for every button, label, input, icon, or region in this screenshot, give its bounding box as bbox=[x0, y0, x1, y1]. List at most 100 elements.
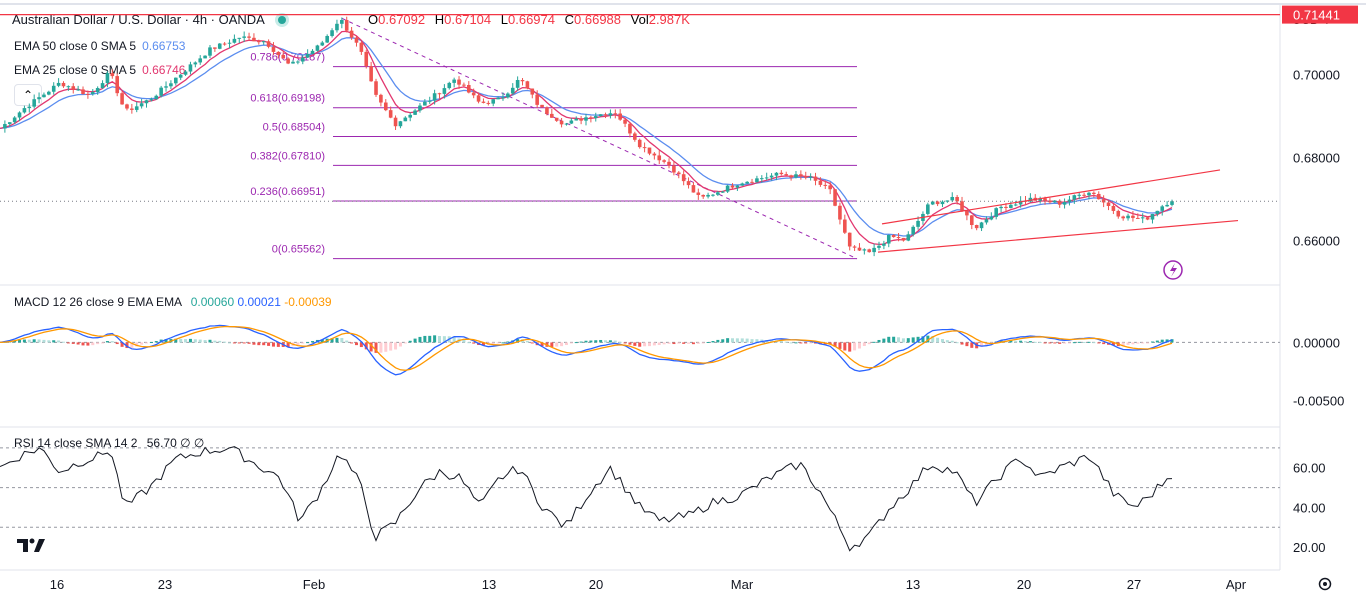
macd-histogram-bar bbox=[770, 340, 774, 343]
candle bbox=[266, 39, 271, 49]
macd-label: MACD 12 26 close 9 EMA EMA bbox=[14, 295, 182, 309]
candle-body bbox=[1121, 216, 1125, 219]
candle bbox=[296, 60, 300, 65]
candle-body bbox=[281, 54, 286, 59]
candle bbox=[1072, 194, 1077, 204]
candle-body bbox=[100, 83, 105, 89]
candle-body bbox=[515, 80, 520, 88]
candle bbox=[374, 78, 378, 97]
candle-body bbox=[364, 51, 369, 67]
macd-histogram-bar bbox=[652, 342, 656, 346]
candle-body bbox=[222, 43, 227, 45]
macd-legend[interactable]: MACD 12 26 close 9 EMA EMA 0.00060 0.000… bbox=[14, 295, 332, 309]
macd-histogram-bar bbox=[359, 342, 363, 348]
candle-body bbox=[61, 82, 66, 87]
candle bbox=[501, 92, 505, 101]
ema50-legend[interactable]: EMA 50 close 0 SMA 5 0.66753 bbox=[14, 39, 185, 53]
price-tag: 0.71441 bbox=[1282, 5, 1358, 24]
macd-histogram-bar bbox=[945, 340, 949, 343]
candle-body bbox=[1131, 215, 1135, 218]
low-label: L bbox=[500, 12, 508, 27]
rsi-legend[interactable]: RSI 14 close SMA 14 2 56.70 ∅ ∅ bbox=[14, 436, 204, 450]
candle bbox=[281, 51, 286, 59]
symbol-title[interactable]: Australian Dollar / U.S. Dollar · 4h · O… bbox=[12, 12, 286, 27]
candle-body bbox=[510, 87, 515, 94]
candle bbox=[349, 26, 354, 40]
macd-histogram-bar bbox=[193, 339, 197, 343]
candle-body bbox=[432, 93, 437, 101]
macd-histogram-bar bbox=[374, 342, 378, 353]
candle bbox=[183, 69, 188, 76]
macd-histogram-bar bbox=[452, 336, 456, 343]
ema25-legend[interactable]: EMA 25 close 0 SMA 5 0.66746 bbox=[14, 63, 185, 77]
lightning-icon[interactable] bbox=[1163, 260, 1183, 280]
candle bbox=[286, 57, 290, 65]
macd-histogram-bar bbox=[18, 339, 22, 343]
candle-body bbox=[960, 201, 964, 211]
macd-histogram-bar bbox=[462, 340, 466, 343]
candle-body bbox=[467, 85, 471, 93]
macd-histogram-bar bbox=[525, 340, 529, 343]
candle-body bbox=[442, 88, 447, 94]
candle-body bbox=[300, 57, 305, 62]
macd-histogram-bar bbox=[115, 342, 119, 345]
candle-body bbox=[984, 219, 989, 223]
macd-histogram-bar bbox=[516, 339, 520, 343]
candle-body bbox=[27, 106, 32, 109]
macd-histogram-bar bbox=[706, 342, 710, 344]
candle bbox=[1101, 195, 1106, 208]
macd-histogram-bar bbox=[647, 342, 651, 347]
candle-body bbox=[584, 117, 588, 121]
time-tick-label: 27 bbox=[1127, 577, 1141, 592]
candle bbox=[945, 200, 950, 203]
candle bbox=[711, 194, 715, 197]
macd-histogram-bar bbox=[853, 342, 857, 351]
price-tag-bg bbox=[1282, 5, 1358, 24]
candle-body bbox=[125, 104, 129, 109]
candle-body bbox=[1043, 198, 1047, 201]
candle-body bbox=[838, 205, 842, 220]
candle-body bbox=[56, 82, 61, 86]
macd-histogram-bar bbox=[135, 342, 139, 347]
candle bbox=[999, 204, 1003, 213]
candle bbox=[413, 108, 417, 115]
macd-histogram-bar bbox=[1165, 339, 1169, 343]
symbol-title-text: Australian Dollar / U.S. Dollar · 4h · O… bbox=[12, 12, 265, 27]
candle bbox=[613, 109, 618, 119]
settings-gear-icon[interactable] bbox=[1318, 577, 1332, 591]
macd-histogram-bar bbox=[208, 339, 212, 343]
macd-histogram-bar bbox=[887, 336, 891, 343]
macd-histogram-bar bbox=[345, 340, 349, 343]
candle bbox=[178, 73, 183, 81]
price-tick-label: 0.66000 bbox=[1293, 233, 1340, 248]
candle bbox=[706, 192, 710, 199]
candle-body bbox=[217, 43, 222, 49]
candle bbox=[808, 173, 813, 181]
candle bbox=[37, 92, 41, 104]
candle bbox=[779, 170, 784, 176]
tradingview-logo-icon[interactable] bbox=[17, 538, 45, 553]
candle-body bbox=[139, 103, 144, 107]
macd-histogram-bar bbox=[242, 342, 246, 344]
candle bbox=[1126, 213, 1130, 221]
candle-body bbox=[330, 30, 334, 36]
candle-body bbox=[647, 147, 652, 154]
volume-value: 2.987K bbox=[648, 12, 690, 27]
macd-histogram-bar bbox=[267, 342, 271, 346]
macd-histogram-bar bbox=[247, 342, 251, 344]
candle bbox=[823, 180, 828, 190]
macd-histogram-bar bbox=[81, 342, 85, 346]
candle bbox=[598, 114, 603, 117]
macd-histogram-bar bbox=[120, 342, 124, 347]
candle-body bbox=[559, 120, 564, 125]
candle bbox=[305, 49, 310, 59]
candle bbox=[657, 150, 662, 165]
candle bbox=[696, 188, 701, 200]
time-tick-label: Apr bbox=[1226, 577, 1247, 592]
candle bbox=[716, 191, 720, 196]
candle-body bbox=[1126, 215, 1130, 219]
candle-body bbox=[12, 117, 17, 123]
candle-body bbox=[725, 185, 730, 192]
candle bbox=[95, 86, 100, 95]
